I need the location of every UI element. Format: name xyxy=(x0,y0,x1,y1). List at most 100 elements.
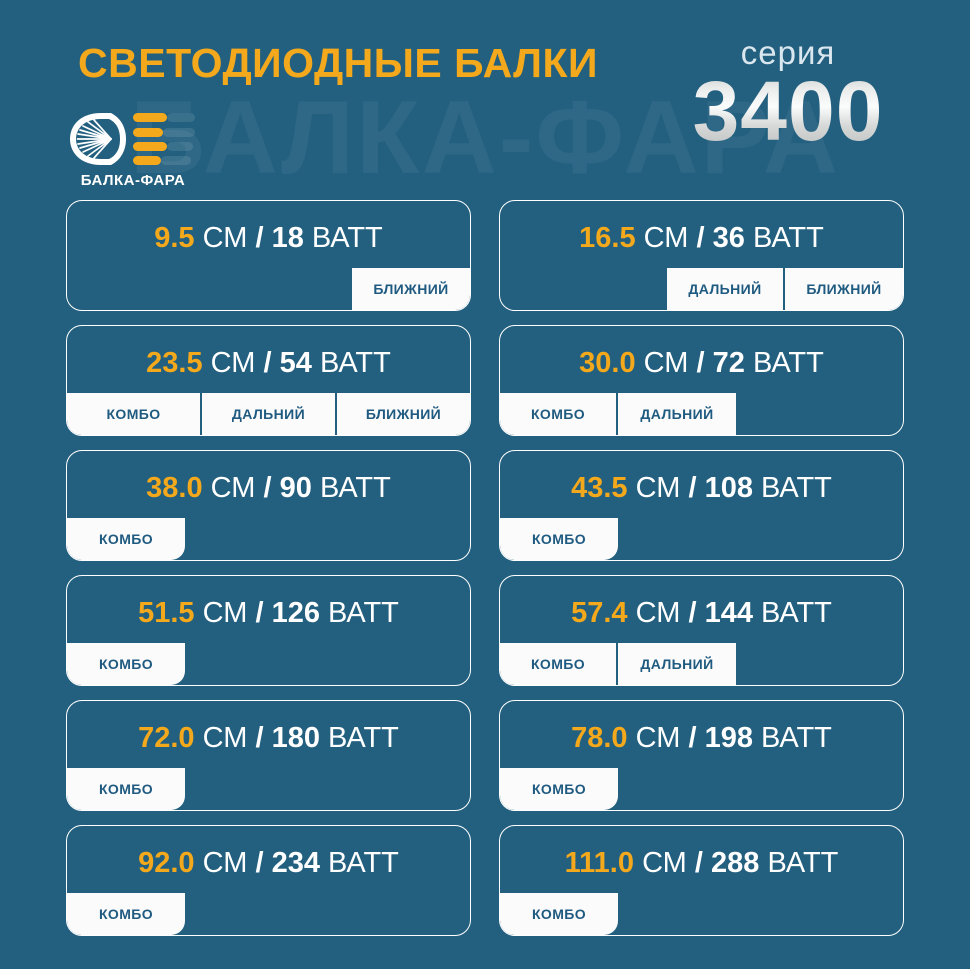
product-beam-tag[interactable]: ДАЛЬНИЙ xyxy=(667,268,785,310)
product-card-title: 30.0 СМ / 72 ВАТТ xyxy=(500,349,903,378)
page-title: СВЕТОДИОДНЫЕ БАЛКИ xyxy=(78,40,598,86)
product-beam-tag[interactable]: КОМБО xyxy=(500,893,618,935)
product-card[interactable]: 23.5 СМ / 54 ВАТТ КОМБО ДАЛЬНИЙ БЛИЖНИЙ xyxy=(66,325,471,436)
product-size-value: 9.5 xyxy=(154,222,195,254)
title-separator: / xyxy=(255,722,264,754)
product-size-unit: СМ xyxy=(202,222,248,254)
series-label: серия xyxy=(740,34,836,71)
title-separator: / xyxy=(255,222,264,254)
product-beam-tag[interactable]: ДАЛЬНИЙ xyxy=(202,393,337,435)
product-card[interactable]: 78.0 СМ / 198 ВАТТ КОМБО xyxy=(499,700,904,811)
product-tag-row: КОМБО xyxy=(67,893,470,935)
product-power-value: 72 xyxy=(712,347,745,379)
product-power-unit: ВАТТ xyxy=(319,472,391,504)
product-card[interactable]: 72.0 СМ / 180 ВАТТ КОМБО xyxy=(66,700,471,811)
product-beam-tag[interactable]: КОМБО xyxy=(67,893,185,935)
product-power-value: 54 xyxy=(279,347,312,379)
product-card[interactable]: 43.5 СМ / 108 ВАТТ КОМБО xyxy=(499,450,904,561)
product-size-value: 92.0 xyxy=(138,847,195,879)
product-card[interactable]: 30.0 СМ / 72 ВАТТ КОМБО ДАЛЬНИЙ xyxy=(499,325,904,436)
product-power-unit: ВАТТ xyxy=(752,347,824,379)
product-size-value: 111.0 xyxy=(564,847,634,879)
product-power-unit: ВАТТ xyxy=(328,597,399,629)
product-power-value: 144 xyxy=(704,597,753,629)
product-card-title: 78.0 СМ / 198 ВАТТ xyxy=(500,724,903,753)
product-beam-tag[interactable]: БЛИЖНИЙ xyxy=(785,268,903,310)
product-card-title: 9.5 СМ / 18 ВАТТ xyxy=(67,224,470,253)
product-size-value: 30.0 xyxy=(579,347,636,379)
product-card[interactable]: 38.0 СМ / 90 ВАТТ КОМБО xyxy=(66,450,471,561)
product-power-unit: ВАТТ xyxy=(767,847,839,879)
product-beam-tag[interactable]: БЛИЖНИЙ xyxy=(352,268,470,310)
product-size-value: 78.0 xyxy=(571,722,628,754)
product-power-value: 36 xyxy=(712,222,745,254)
product-card-title: 92.0 СМ / 234 ВАТТ xyxy=(67,849,470,878)
product-size-value: 72.0 xyxy=(138,722,195,754)
product-power-unit: ВАТТ xyxy=(761,597,832,629)
product-tag-row: КОМБО ДАЛЬНИЙ xyxy=(500,643,903,685)
product-beam-tag[interactable]: КОМБО xyxy=(67,643,185,685)
product-power-unit: ВАТТ xyxy=(319,347,391,379)
product-size-unit: СМ xyxy=(635,597,681,629)
product-power-unit: ВАТТ xyxy=(328,722,399,754)
product-power-value: 288 xyxy=(711,847,760,879)
series-number: 3400 xyxy=(658,68,918,155)
title-separator: / xyxy=(688,722,697,754)
title-separator: / xyxy=(263,472,272,504)
title-separator: / xyxy=(255,847,264,879)
product-beam-tag[interactable]: КОМБО xyxy=(500,393,618,435)
product-card[interactable]: 111.0 СМ / 288 ВАТТ КОМБО xyxy=(499,825,904,936)
product-size-unit: СМ xyxy=(643,222,689,254)
product-card-title: 16.5 СМ / 36 ВАТТ xyxy=(500,224,903,253)
title-separator: / xyxy=(696,347,705,379)
product-size-unit: СМ xyxy=(210,472,256,504)
product-tag-row: БЛИЖНИЙ xyxy=(67,268,470,310)
product-card-grid: 9.5 СМ / 18 ВАТТ БЛИЖНИЙ 16.5 СМ / 36 ВАТТ… xyxy=(0,200,970,936)
product-beam-tag[interactable]: КОМБО xyxy=(500,643,618,685)
product-power-value: 180 xyxy=(271,722,320,754)
product-tag-row: КОМБО xyxy=(500,518,903,560)
product-card[interactable]: 57.4 СМ / 144 ВАТТ КОМБО ДАЛЬНИЙ xyxy=(499,575,904,686)
product-power-unit: ВАТТ xyxy=(752,222,824,254)
product-beam-tag[interactable]: КОМБО xyxy=(67,393,202,435)
product-size-value: 43.5 xyxy=(571,472,628,504)
product-beam-tag[interactable]: ДАЛЬНИЙ xyxy=(618,643,736,685)
product-beam-tag[interactable]: БЛИЖНИЙ xyxy=(337,393,470,435)
product-tag-row: КОМБО xyxy=(500,893,903,935)
product-size-value: 51.5 xyxy=(138,597,195,629)
product-card[interactable]: 51.5 СМ / 126 ВАТТ КОМБО xyxy=(66,575,471,686)
product-power-value: 18 xyxy=(271,222,304,254)
product-size-unit: СМ xyxy=(202,597,248,629)
product-tag-row: КОМБО ДАЛЬНИЙ БЛИЖНИЙ xyxy=(67,393,470,435)
product-card[interactable]: 16.5 СМ / 36 ВАТТ ДАЛЬНИЙ БЛИЖНИЙ xyxy=(499,200,904,311)
product-power-value: 108 xyxy=(704,472,753,504)
product-beam-tag[interactable]: КОМБО xyxy=(67,768,185,810)
product-card[interactable]: 9.5 СМ / 18 ВАТТ БЛИЖНИЙ xyxy=(66,200,471,311)
product-beam-tag[interactable]: КОМБО xyxy=(67,518,185,560)
product-power-value: 90 xyxy=(279,472,312,504)
product-card-title: 51.5 СМ / 126 ВАТТ xyxy=(67,599,470,628)
product-size-unit: СМ xyxy=(642,847,687,879)
product-power-unit: ВАТТ xyxy=(311,222,383,254)
product-power-value: 126 xyxy=(271,597,320,629)
product-power-unit: ВАТТ xyxy=(761,472,832,504)
product-card-title: 57.4 СМ / 144 ВАТТ xyxy=(500,599,903,628)
series-block: серия 3400 xyxy=(658,34,918,155)
product-card-title: 111.0 СМ / 288 ВАТТ xyxy=(500,849,903,878)
product-size-unit: СМ xyxy=(643,347,689,379)
brand-logo: БАЛКА-ФАРА xyxy=(58,108,208,189)
title-separator: / xyxy=(255,597,264,629)
product-power-unit: ВАТТ xyxy=(761,722,832,754)
product-card[interactable]: 92.0 СМ / 234 ВАТТ КОМБО xyxy=(66,825,471,936)
title-separator: / xyxy=(263,347,272,379)
product-beam-tag[interactable]: ДАЛЬНИЙ xyxy=(618,393,736,435)
product-tag-row: КОМБО xyxy=(67,768,470,810)
product-size-value: 23.5 xyxy=(146,347,203,379)
product-size-unit: СМ xyxy=(635,722,681,754)
product-beam-tag[interactable]: КОМБО xyxy=(500,518,618,560)
product-tag-row: КОМБО xyxy=(500,768,903,810)
title-separator: / xyxy=(696,222,705,254)
product-beam-tag[interactable]: КОМБО xyxy=(500,768,618,810)
logo-wordmark: БАЛКА-ФАРА xyxy=(80,172,186,189)
product-card-title: 43.5 СМ / 108 ВАТТ xyxy=(500,474,903,503)
